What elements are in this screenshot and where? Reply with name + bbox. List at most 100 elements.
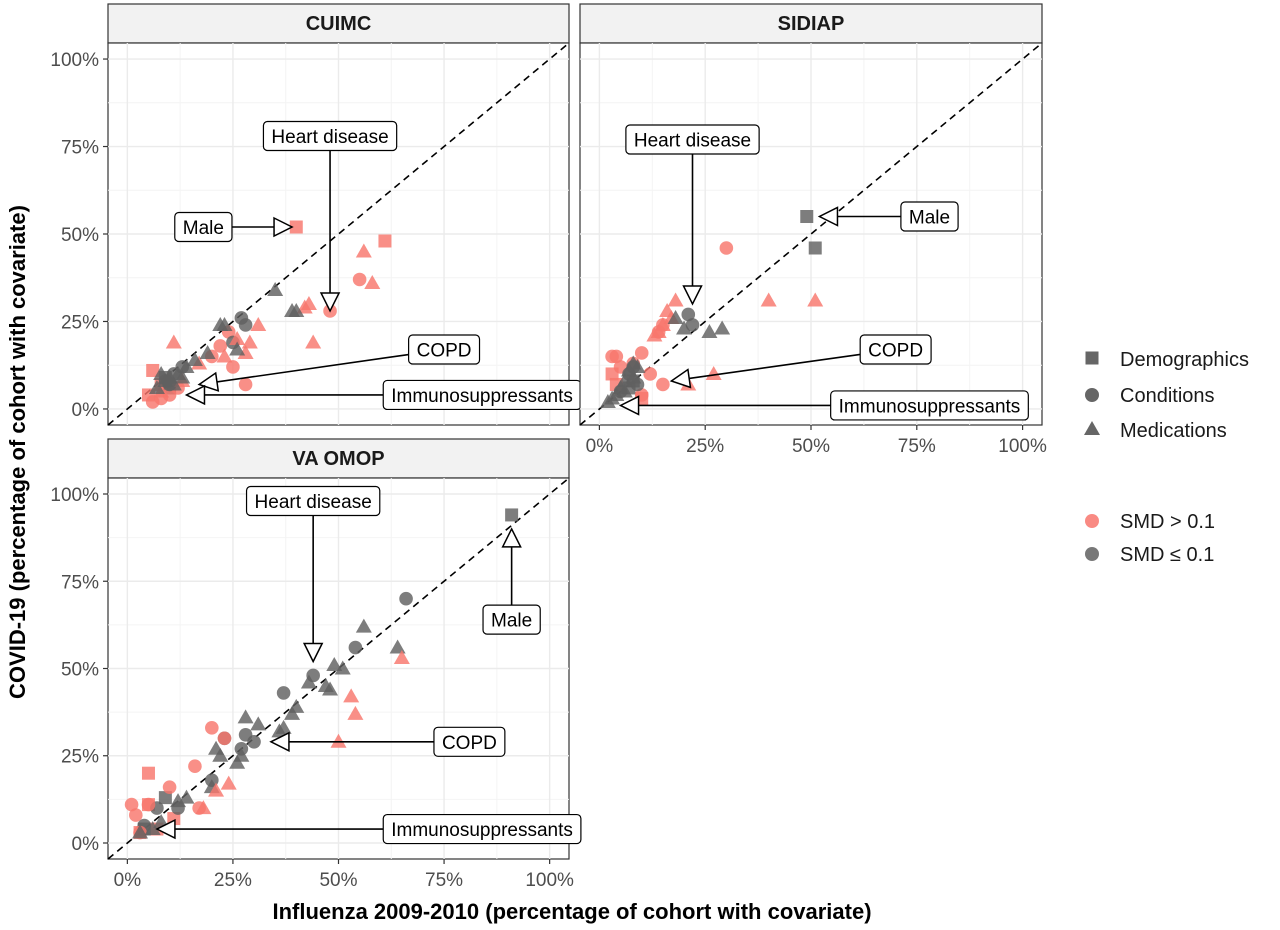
annotation-heart-disease: Heart disease: [262, 120, 398, 313]
point-triangle: [616, 383, 633, 398]
point-triangle: [229, 341, 246, 356]
point-triangle: [659, 302, 676, 317]
point-triangle: [714, 320, 731, 335]
legend-triangle-icon: [1084, 421, 1100, 435]
y-tick-label: 50%: [61, 660, 99, 681]
legend-label-smd-low: SMD ≤ 0.1: [1120, 544, 1214, 566]
annotation-immunosuppressants: Immunosuppressants: [618, 390, 1029, 421]
annotations-sidiap: Heart disease Male COPD Immunosuppressants: [618, 124, 1029, 421]
point-circle: [399, 591, 413, 606]
point-triangle: [216, 316, 233, 331]
legend-circle-icon: [1085, 388, 1099, 402]
point-triangle: [148, 379, 165, 394]
legend-item-smd-high: SMD > 0.1: [1085, 511, 1215, 533]
point-triangle: [250, 316, 267, 331]
annotation-box: [625, 124, 760, 155]
annotation-heart-disease: Heart disease: [625, 124, 760, 306]
x-axis-title: Influenza 2009-2010 (percentage of cohor…: [272, 899, 871, 924]
panel-title-cuimc: CUIMC: [306, 13, 372, 35]
y-tick-label: 25%: [61, 747, 99, 768]
point-triangle: [284, 302, 301, 317]
point-square: [158, 791, 172, 805]
annotation-label: COPD: [442, 733, 497, 754]
point-triangle: [284, 705, 301, 720]
point-triangle: [208, 782, 225, 797]
point-triangle: [393, 650, 410, 665]
legend-red-circle-icon: [1085, 514, 1099, 528]
legend-item-medications: Medications: [1084, 420, 1227, 442]
point-triangle: [178, 789, 195, 804]
annotation-copd: COPD: [197, 334, 481, 392]
annotation-box: [900, 201, 959, 232]
annotation-box: [174, 211, 233, 243]
point-triangle: [326, 657, 343, 672]
point-circle: [217, 731, 232, 746]
point-triangle: [334, 660, 351, 675]
annotation-male: Male: [482, 527, 541, 635]
point-triangle: [220, 775, 237, 790]
point-circle: [685, 318, 700, 332]
x-axis-ticks-va-omop: 0% 25% 50% 75% 100%: [114, 859, 574, 891]
annotation-arrow: [197, 353, 409, 392]
point-circle: [719, 241, 734, 255]
point-triangle: [330, 733, 347, 748]
annotation-label: Male: [491, 611, 532, 632]
annotation-label: Immunosuppressants: [391, 820, 573, 841]
annotation-immunosuppressants: Immunosuppressants: [155, 813, 582, 845]
x-tick-label: 50%: [319, 870, 357, 891]
points-va-omop: [124, 508, 519, 840]
point-circle: [124, 797, 139, 812]
point-triangle: [705, 365, 722, 380]
point-circle: [656, 377, 670, 392]
point-circle: [352, 272, 367, 287]
panel-va-omop: VA OMOP Heart disease Male COPD Immunosuppr…: [50, 438, 582, 891]
point-triangle: [199, 344, 216, 359]
point-triangle: [317, 677, 334, 692]
panel-strip-va-omop: [107, 438, 570, 479]
point-triangle: [625, 355, 642, 370]
point-triangle: [355, 243, 372, 258]
point-triangle: [807, 292, 824, 307]
annotation-label: Immunosuppressants: [391, 386, 573, 407]
legend-item-conditions: Conditions: [1085, 385, 1215, 407]
point-triangle: [229, 754, 246, 769]
gridlines-sidiap: [580, 43, 1042, 425]
point-square: [505, 508, 519, 522]
x-axis-ticks-sidiap: 0% 25% 50% 75% 100%: [586, 425, 1047, 457]
annotation-copd: COPD: [669, 334, 932, 389]
points-cuimc: [141, 220, 392, 409]
panel-strip-sidiap: [579, 3, 1043, 44]
point-triangle: [389, 639, 406, 654]
point-triangle: [760, 292, 777, 307]
point-circle: [141, 797, 156, 812]
point-circle: [605, 349, 619, 364]
point-circle: [188, 759, 202, 774]
y-axis-title: COVID-19 (percentage of cohort with cova…: [5, 205, 30, 699]
point-triangle: [170, 793, 187, 808]
point-triangle: [676, 320, 693, 335]
point-triangle: [241, 334, 258, 349]
point-circle: [129, 808, 143, 822]
legend-item-demographics: Demographics: [1085, 349, 1249, 371]
reference-line-sidiap: [579, 42, 1043, 426]
point-triangle: [305, 334, 322, 349]
point-triangle: [165, 376, 182, 391]
annotation-label: Immunosuppressants: [839, 396, 1021, 417]
annotation-label: Male: [183, 218, 224, 239]
y-axis-ticks-cuimc: 0% 25% 50% 75% 100%: [50, 50, 108, 421]
annotation-heart-disease: Heart disease: [245, 485, 381, 664]
legend-label-smd-high: SMD > 0.1: [1120, 511, 1215, 533]
point-triangle: [132, 824, 149, 839]
panel-sidiap: SIDIAP Heart disease Male COPD Immunosuppre…: [579, 3, 1047, 457]
x-tick-label: 25%: [214, 870, 252, 891]
annotation-male: Male: [817, 201, 959, 232]
legend-item-smd-low: SMD ≤ 0.1: [1085, 544, 1214, 566]
point-circle: [238, 377, 253, 392]
point-circle: [348, 640, 363, 655]
annotation-box: [245, 485, 381, 517]
point-triangle: [300, 674, 317, 689]
annotation-arrow: [669, 353, 861, 389]
point-circle: [205, 721, 219, 735]
point-triangle: [667, 292, 684, 307]
legend-label-medications: Medications: [1120, 420, 1227, 442]
